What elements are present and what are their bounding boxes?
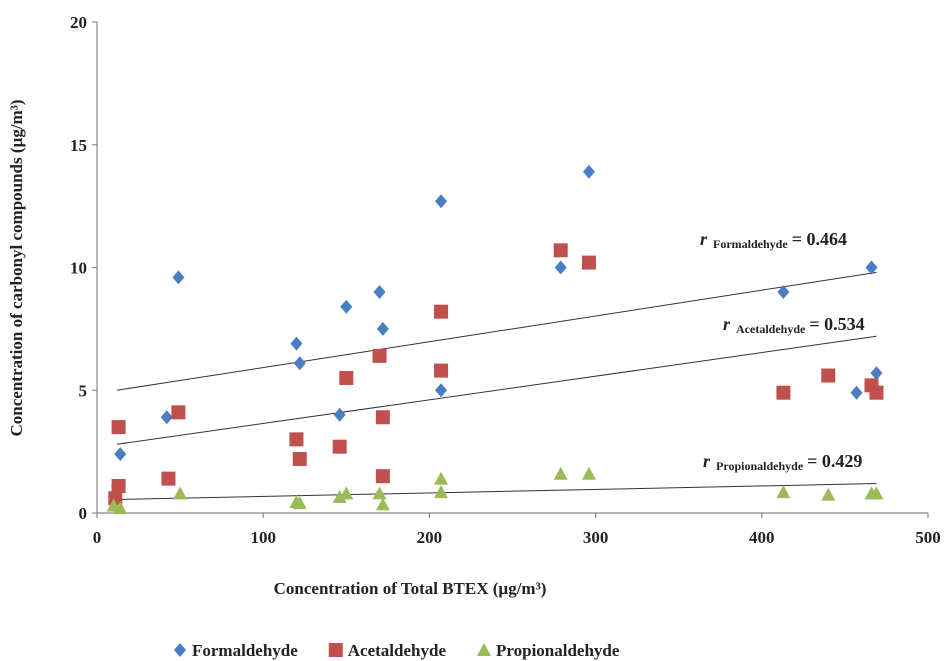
x-tick-label: 500 bbox=[915, 528, 941, 547]
marker bbox=[434, 485, 449, 499]
marker bbox=[375, 469, 390, 484]
marker bbox=[582, 164, 595, 179]
x-tick-label: 300 bbox=[583, 528, 609, 547]
marker bbox=[434, 304, 449, 319]
marker bbox=[339, 486, 354, 500]
annotation-value: = 0.429 bbox=[807, 451, 862, 471]
annotation-r: r bbox=[700, 229, 708, 249]
marker bbox=[332, 439, 347, 454]
y-axis-title: Concentration of carbonyl compounds (µg/… bbox=[7, 100, 26, 437]
marker bbox=[477, 643, 491, 656]
marker bbox=[870, 366, 883, 381]
y-tick-label: 5 bbox=[79, 381, 88, 400]
marker bbox=[777, 285, 790, 300]
annotation: r Acetaldehyde = 0.534 bbox=[723, 314, 865, 336]
x-axis-title: Concentration of Total BTEX (µg/m³) bbox=[274, 579, 547, 598]
annotation: r Formaldehyde = 0.464 bbox=[700, 229, 847, 251]
annotation-value: = 0.534 bbox=[809, 314, 864, 334]
marker bbox=[332, 490, 347, 504]
x-tick-label: 200 bbox=[417, 528, 443, 547]
marker bbox=[372, 486, 387, 500]
marker bbox=[161, 471, 176, 486]
marker bbox=[581, 255, 596, 270]
marker bbox=[333, 407, 346, 422]
marker bbox=[776, 485, 791, 499]
marker bbox=[114, 447, 127, 462]
annotation-value: = 0.464 bbox=[792, 229, 847, 249]
marker bbox=[173, 486, 188, 500]
marker bbox=[108, 491, 123, 506]
marker bbox=[113, 501, 128, 515]
marker bbox=[375, 410, 390, 425]
annotation-r: r bbox=[703, 451, 711, 471]
y-tick-label: 15 bbox=[70, 136, 87, 155]
annotation-subscript: Acetaldehyde bbox=[736, 322, 806, 336]
marker bbox=[435, 194, 448, 209]
marker bbox=[821, 487, 836, 501]
marker bbox=[821, 368, 836, 383]
annotation-subscript: Propionaldehyde bbox=[716, 459, 804, 473]
annotation-subscript: Formaldehyde bbox=[713, 237, 788, 251]
marker bbox=[172, 270, 185, 285]
y-tick-label: 10 bbox=[70, 259, 87, 278]
marker bbox=[869, 385, 884, 400]
marker bbox=[434, 471, 449, 485]
marker bbox=[160, 410, 173, 425]
annotation: r Propionaldehyde = 0.429 bbox=[703, 451, 862, 473]
marker bbox=[111, 478, 126, 493]
legend-label: Propionaldehyde bbox=[496, 641, 620, 660]
annotation-r: r bbox=[723, 314, 731, 334]
marker bbox=[293, 356, 306, 371]
marker bbox=[289, 432, 304, 447]
x-tick-label: 100 bbox=[250, 528, 276, 547]
marker bbox=[174, 643, 186, 657]
marker bbox=[111, 420, 126, 435]
marker bbox=[171, 405, 186, 420]
marker bbox=[292, 451, 307, 466]
legend-label: Acetaldehyde bbox=[348, 641, 447, 660]
marker bbox=[869, 486, 884, 500]
marker bbox=[553, 466, 568, 480]
marker bbox=[290, 336, 303, 351]
marker bbox=[435, 383, 448, 398]
x-tick-label: 0 bbox=[93, 528, 102, 547]
y-tick-label: 20 bbox=[70, 13, 87, 32]
trendline bbox=[116, 271, 877, 391]
marker bbox=[554, 260, 567, 275]
marker bbox=[581, 466, 596, 480]
legend-label: Formaldehyde bbox=[192, 641, 298, 660]
trendline bbox=[116, 335, 877, 445]
marker bbox=[373, 285, 386, 300]
marker bbox=[339, 370, 354, 385]
marker bbox=[850, 385, 863, 400]
marker bbox=[376, 321, 389, 336]
marker bbox=[292, 496, 307, 510]
trendline bbox=[116, 483, 877, 500]
x-tick-label: 400 bbox=[749, 528, 775, 547]
y-tick-label: 0 bbox=[79, 504, 88, 523]
marker bbox=[328, 643, 343, 657]
legend: Formaldehyde Acetaldehyde Propionaldehyde bbox=[192, 641, 620, 660]
marker bbox=[434, 363, 449, 378]
marker bbox=[776, 385, 791, 400]
marker bbox=[372, 348, 387, 363]
marker bbox=[375, 497, 390, 511]
marker bbox=[340, 299, 353, 314]
marker bbox=[865, 260, 878, 275]
marker bbox=[553, 243, 568, 258]
